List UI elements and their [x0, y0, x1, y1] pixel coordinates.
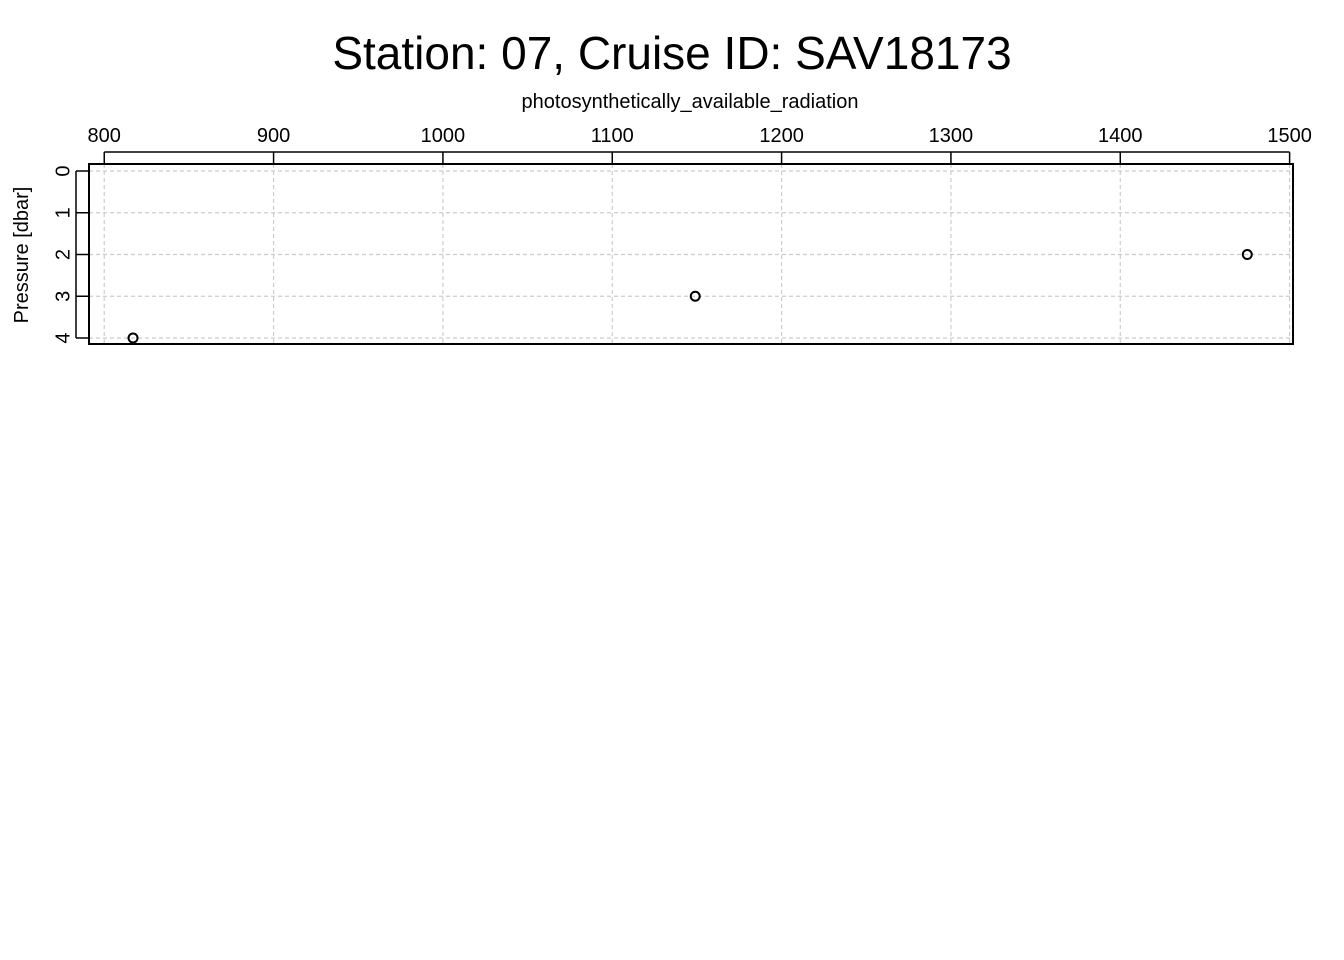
x-tick-label: 1200: [759, 125, 804, 147]
axes: 800 900 1000 1100 1200 1300 1400 1500 0 1 2 3 4: [52, 125, 1312, 344]
x-tick-label: 1500: [1267, 125, 1312, 147]
y-tick-label: 4: [52, 332, 74, 343]
grid: [89, 164, 1293, 344]
x-tick-label: 1000: [421, 125, 466, 147]
y-axis-label: Pressure [dbar]: [11, 187, 33, 324]
x-tick-label: 800: [88, 125, 121, 147]
data-point: [1241, 249, 1253, 260]
y-tick-label: 2: [52, 249, 74, 260]
x-tick-label: 1400: [1098, 125, 1143, 147]
y-tick-label: 1: [52, 207, 74, 218]
chart-title: Station: 07, Cruise ID: SAV18173: [332, 27, 1011, 79]
data-points: [127, 249, 1253, 344]
x-tick-label: 1100: [591, 125, 634, 147]
x-tick-label: 1300: [929, 125, 974, 147]
x-axis-label: photosynthetically_available_radiation: [522, 91, 859, 113]
plot-frame: [88, 163, 1294, 345]
y-tick-label: 3: [52, 291, 74, 302]
x-tick-label: 900: [257, 125, 290, 147]
y-tick-label: 0: [52, 165, 74, 176]
data-point: [689, 290, 701, 302]
data-point: [127, 332, 139, 344]
